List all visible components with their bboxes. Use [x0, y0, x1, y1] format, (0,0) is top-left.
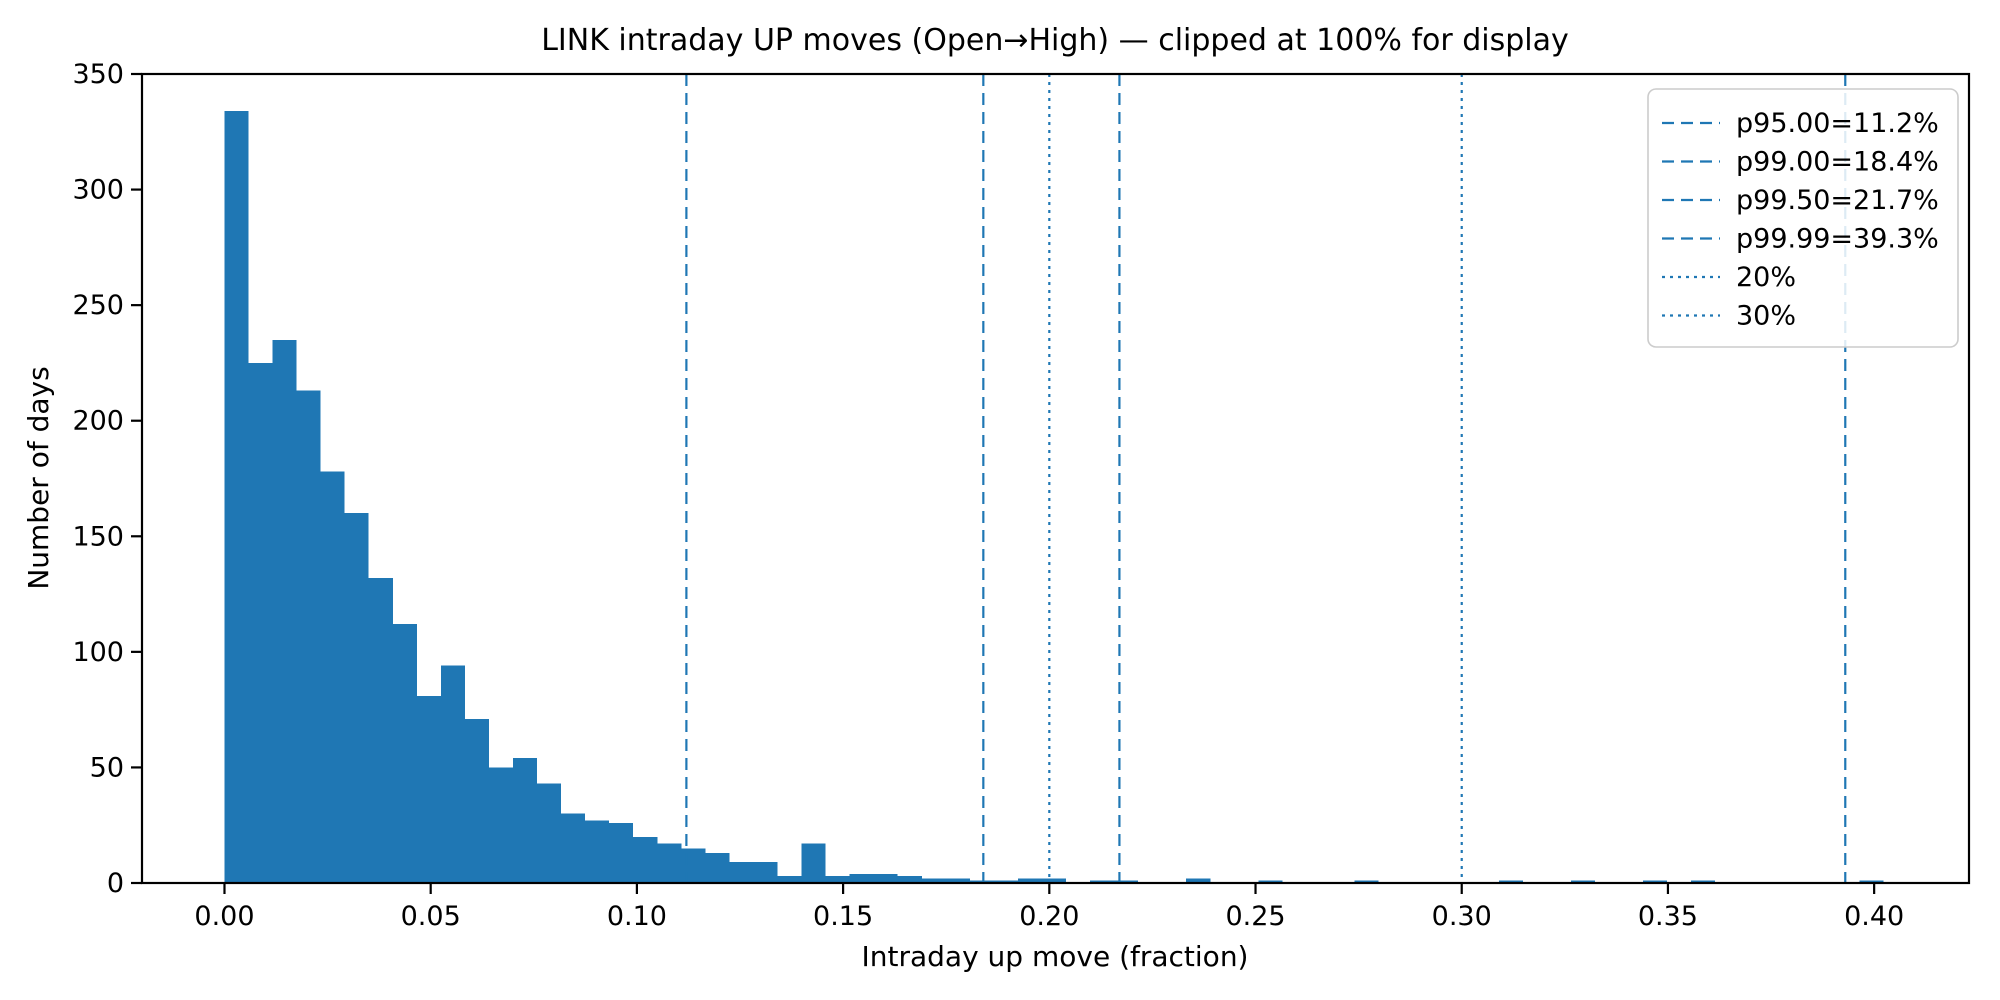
histogram-bar	[320, 471, 345, 883]
histogram-bar	[1354, 880, 1379, 883]
x-tick-label: 0.40	[1844, 901, 1904, 932]
histogram-bar	[537, 783, 562, 883]
histogram-bar	[1498, 880, 1523, 883]
y-tick-label: 250	[72, 290, 124, 321]
y-tick-label: 350	[72, 59, 124, 90]
histogram-bar	[921, 878, 946, 883]
histogram-bar	[1643, 880, 1668, 883]
histogram-bar	[945, 878, 970, 883]
y-axis-label: Number of days	[22, 366, 55, 589]
axes-layer: 0.00 0.05 0.10 0.15 0.20 0.25 0.30 0.35 0.40 0 50 1…	[72, 59, 1971, 932]
histogram-bar	[272, 339, 297, 883]
histogram-bar	[368, 577, 393, 883]
histogram-bar	[705, 852, 730, 883]
y-tick-label: 0	[107, 868, 124, 899]
histogram-bar	[440, 665, 465, 883]
histogram-bar	[1090, 880, 1115, 883]
histogram-bar	[849, 873, 874, 883]
legend-entry-label: p99.50=21.7%	[1736, 185, 1939, 216]
histogram-bar	[633, 836, 658, 883]
histogram-bar	[681, 848, 706, 883]
x-tick-label: 0.35	[1638, 901, 1698, 932]
histogram-bar	[248, 362, 273, 883]
histogram-bar	[296, 390, 321, 883]
histogram-bar	[585, 820, 610, 883]
histogram-bar	[777, 876, 802, 883]
histogram-bar	[1041, 878, 1067, 883]
x-tick-label: 0.10	[607, 901, 667, 932]
legend-box	[1647, 88, 1959, 348]
chart-title: LINK intraday UP moves (Open→High) — cli…	[541, 23, 1569, 58]
histogram-bar	[488, 767, 514, 883]
histogram-bar	[224, 110, 249, 884]
legend-entry-label: p95.00=11.2%	[1736, 108, 1939, 139]
histogram-bar	[993, 880, 1018, 883]
x-tick-label: 0.05	[401, 901, 461, 932]
histogram-bar	[1570, 880, 1595, 883]
y-tick-label: 50	[90, 752, 124, 783]
histogram-bar	[392, 624, 417, 883]
bars-layer	[224, 110, 1884, 884]
histogram-bar	[897, 876, 922, 883]
x-tick-label: 0.20	[1019, 901, 1079, 932]
histogram-bar	[609, 822, 634, 883]
histogram-bar	[801, 843, 826, 883]
legend-entry-label: 30%	[1736, 301, 1796, 332]
legend: p95.00=11.2% p99.00=18.4% p99.50=21.7% p99.…	[1647, 88, 1959, 348]
histogram-bar	[464, 718, 489, 883]
histogram-bar	[729, 862, 754, 883]
histogram-bar	[1114, 880, 1139, 883]
x-tick-label: 0.15	[813, 901, 873, 932]
y-tick-label: 200	[72, 406, 124, 437]
histogram-bar	[1258, 880, 1283, 883]
histogram-bar	[416, 695, 441, 883]
histogram-bar	[1017, 878, 1042, 883]
histogram-bar	[825, 876, 850, 883]
histogram-bar	[657, 843, 682, 883]
histogram-bar	[513, 758, 538, 883]
histogram-bar	[753, 862, 778, 883]
plot-spines	[140, 72, 1971, 885]
histogram-bar	[1859, 880, 1884, 883]
x-tick-label: 0.00	[194, 901, 254, 932]
legend-entry-label: p99.99=39.3%	[1736, 224, 1939, 255]
x-tick-label: 0.30	[1432, 901, 1492, 932]
x-tick-label: 0.25	[1225, 901, 1285, 932]
legend-entry-label: p99.00=18.4%	[1736, 147, 1939, 178]
histogram-bar	[969, 880, 994, 883]
histogram-bar	[344, 513, 369, 883]
histogram-bar	[1691, 880, 1716, 883]
x-axis-label: Intraday up move (fraction)	[862, 940, 1249, 973]
y-tick-label: 100	[72, 637, 124, 668]
percentile-lines-layer	[685, 74, 1847, 883]
histogram-bar	[561, 813, 586, 883]
histogram-bar	[1186, 878, 1211, 883]
y-tick-label: 300	[72, 175, 124, 206]
histogram-bar	[873, 873, 898, 883]
legend-entry-label: 20%	[1736, 262, 1796, 293]
y-tick-label: 150	[72, 521, 124, 552]
